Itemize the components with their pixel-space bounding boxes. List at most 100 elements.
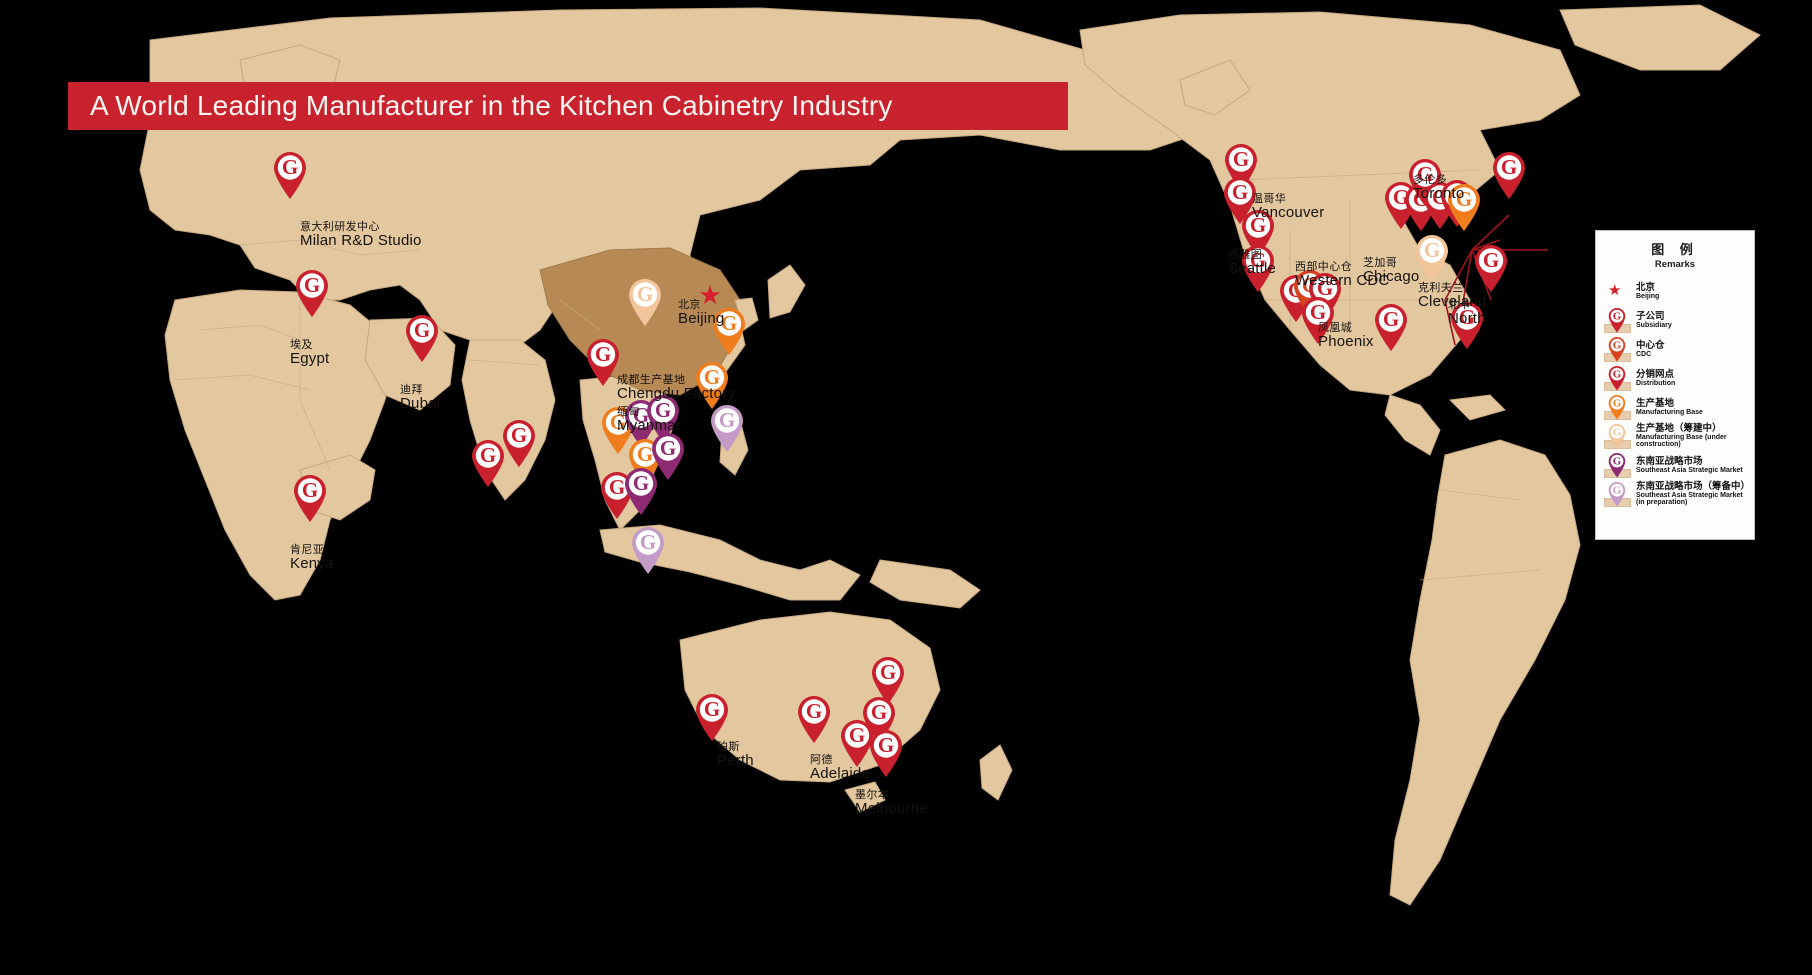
marker-beijing-star-star-icon[interactable]: ★: [698, 280, 722, 310]
pin-icon: G: [1603, 307, 1633, 334]
place-label-en: Egypt: [290, 350, 330, 368]
place-label-en: Vancouver: [1252, 204, 1325, 222]
marker-atlantic-east-pin-icon[interactable]: G: [1472, 243, 1510, 293]
svg-text:G: G: [1613, 397, 1622, 409]
central-america: [1384, 394, 1441, 456]
place-label-dubai: 迪拜 Dubai: [400, 384, 440, 411]
marker-cleveland-base-pin-icon[interactable]: G: [1445, 182, 1483, 232]
svg-text:G: G: [704, 365, 720, 389]
svg-text:G: G: [878, 733, 894, 757]
marker-sydney-1-pin-icon[interactable]: G: [869, 655, 907, 705]
place-label-en: Toronto: [1413, 185, 1465, 203]
place-label-cn: 阿德: [810, 754, 833, 766]
marker-north-carolina-pin-icon[interactable]: G: [1413, 233, 1451, 283]
svg-text:G: G: [660, 436, 676, 460]
marker-milan-rd-studio-pin-icon[interactable]: G: [271, 150, 309, 200]
legend-item-text: 分销网点 Distribution: [1633, 369, 1676, 387]
legend-item-manufacturing-base[interactable]: G 生产基地 Manufacturing Base: [1603, 393, 1747, 422]
legend-item-label-en: Subsidiary: [1636, 321, 1672, 329]
marker-malaysia-market-pin-icon[interactable]: G: [622, 466, 660, 516]
legend-item-text: 中心仓 CDC: [1633, 340, 1665, 358]
marker-east-china-base-2-pin-icon[interactable]: G: [693, 360, 731, 410]
legend-item-label-en: Southeast Asia Strategic Market: [1636, 466, 1743, 474]
svg-text:G: G: [1232, 180, 1248, 204]
marker-perth-pin-icon[interactable]: G: [693, 692, 731, 742]
marker-indonesia-pin-icon[interactable]: G: [629, 525, 667, 575]
marker-sydney-2-pin-icon[interactable]: G: [860, 695, 898, 745]
alaska-region: [1179, 59, 1251, 116]
pin-icon: G: [1603, 336, 1633, 363]
legend-item-label-en: Manufacturing Base (under construction): [1636, 434, 1727, 449]
legend-item-label-en: Distribution: [1636, 379, 1676, 387]
place-label-en: Adelaide: [810, 765, 870, 783]
legend-item-label-cn: 东南亚战略市场: [1636, 455, 1703, 467]
marker-phoenix-pin-icon[interactable]: G: [1299, 295, 1337, 345]
place-label-en: North: [1448, 310, 1486, 328]
place-label-cn: 成都生产基地: [617, 374, 686, 386]
svg-text:G: G: [640, 530, 656, 554]
marker-east-china-base-1-pin-icon[interactable]: G: [710, 306, 748, 356]
place-label-en: Phoenix: [1318, 333, 1374, 351]
place-label-seattle: 西雅图 Seattle: [1228, 249, 1276, 276]
marker-india-south-pin-icon[interactable]: G: [500, 418, 538, 468]
legend-item-distribution[interactable]: G 分销网点 Distribution: [1603, 364, 1747, 393]
pin-icon: G: [1603, 365, 1633, 392]
svg-text:G: G: [1310, 300, 1326, 324]
legend-item-southeast-asia-strategic-market-in-preparation-[interactable]: G 东南亚战略市场（筹备中） Southeast Asia Strategic Ma…: [1603, 480, 1750, 509]
svg-text:G: G: [1613, 310, 1622, 322]
svg-text:G: G: [1613, 368, 1622, 380]
place-label-perth: 珀斯 Perth: [717, 741, 754, 768]
place-label-cn: 西部中心仓: [1295, 261, 1352, 273]
marker-florida-pin-icon[interactable]: G: [1448, 300, 1486, 350]
legend-item-label-en: Southeast Asia Strategic Market (in prep…: [1636, 492, 1743, 507]
marker-seattle-pin-icon[interactable]: G: [1239, 208, 1277, 258]
svg-text:G: G: [719, 408, 735, 432]
south-america: [1389, 439, 1581, 906]
marker-malaysia-pin-icon[interactable]: G: [598, 470, 636, 520]
place-label-melbourne: 墨尔本 Melbourne: [855, 789, 928, 818]
marker-newfoundland-pin-icon[interactable]: G: [1490, 150, 1528, 200]
marker-chengdu-factory-pin-icon[interactable]: G: [626, 277, 664, 327]
place-label-en: Melbourne: [855, 800, 928, 818]
marker-brisbane-pin-icon[interactable]: G: [867, 728, 905, 778]
legend-item-label-cn: 北京: [1636, 281, 1656, 293]
legend-item-beijing[interactable]: ★ 北京 Beijing: [1603, 277, 1747, 306]
marker-myanmar-pin-icon[interactable]: G: [584, 337, 622, 387]
svg-text:G: G: [282, 155, 298, 179]
place-label-egypt: 埃及 Egypt: [290, 339, 330, 368]
place-label-en: Chicago: [1363, 268, 1420, 286]
marker-egypt-pin-icon[interactable]: G: [293, 268, 331, 318]
marker-california-pin-icon[interactable]: G: [1239, 243, 1277, 293]
svg-text:G: G: [1317, 276, 1333, 300]
legend-item-subsidiary[interactable]: G 子公司 Subsidiary: [1603, 306, 1747, 335]
place-label-north: 北卡 North: [1448, 299, 1486, 328]
marker-vietnam-market-pin-icon[interactable]: G: [644, 393, 682, 443]
place-label-cn: 凤凰城: [1318, 322, 1353, 334]
marker-cambodia-market-pin-icon[interactable]: G: [649, 431, 687, 481]
svg-text:G: G: [1501, 155, 1517, 179]
place-label-en: Beijing: [678, 310, 725, 328]
place-label-cn: 肯尼亚: [290, 544, 325, 556]
place-label-chengdu-factory: 成都生产基地 Chengdu Factory: [617, 374, 735, 401]
legend-item-manufacturing-base-under-construction-[interactable]: G 生产基地（筹建中） Manufacturing Base (under cons…: [1603, 422, 1747, 451]
legend-item-cdc[interactable]: G 中心仓 CDC: [1603, 335, 1747, 364]
marker-india-west-pin-icon[interactable]: G: [469, 438, 507, 488]
legend-item-southeast-asia-strategic-market[interactable]: G 东南亚战略市场 Southeast Asia Strategic Market: [1603, 451, 1747, 480]
svg-text:G: G: [609, 475, 625, 499]
svg-text:G: G: [880, 660, 896, 684]
svg-text:G: G: [480, 443, 496, 467]
place-label-vancouver: 温哥华 Vancouver: [1252, 193, 1325, 222]
marker-texas-pin-icon[interactable]: G: [1372, 302, 1410, 352]
marker-philippines-pin-icon[interactable]: G: [708, 403, 746, 453]
place-label-chicago: 芝加哥 Chicago: [1363, 257, 1420, 286]
legend-star-icon: ★: [1608, 282, 1622, 299]
svg-text:G: G: [1250, 213, 1266, 237]
marker-dubai-pin-icon[interactable]: G: [403, 313, 441, 363]
marker-vancouver-2-pin-icon[interactable]: G: [1221, 175, 1259, 225]
marker-kenya-pin-icon[interactable]: G: [291, 473, 329, 523]
legend-pin-icon: G: [1607, 481, 1627, 507]
marker-adelaide-pin-icon[interactable]: G: [795, 694, 833, 744]
marker-melbourne-pin-icon[interactable]: G: [838, 718, 876, 768]
